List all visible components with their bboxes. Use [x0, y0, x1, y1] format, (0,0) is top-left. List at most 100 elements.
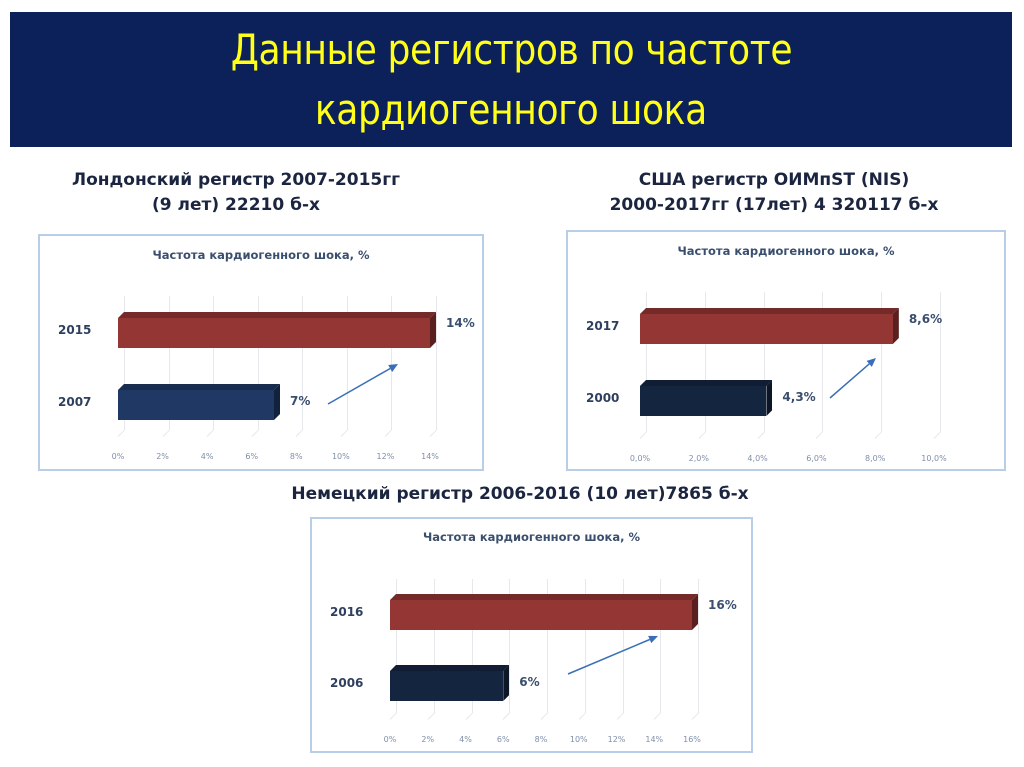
gridline-depth: [427, 712, 435, 720]
x-tick-label: 2%: [421, 735, 435, 744]
category-label: 2007: [58, 395, 92, 409]
x-tick-label: 4,0%: [747, 454, 768, 463]
chart-title: Частота кардиогенного шока, %: [677, 244, 895, 258]
gridline-depth: [429, 429, 438, 437]
category-label: 2016: [330, 605, 364, 619]
category-label: 2015: [58, 323, 92, 337]
gridline: [547, 579, 548, 713]
category-label: 2006: [330, 676, 364, 690]
gridline: [436, 296, 437, 430]
title-banner: Данные регистров по частоте кардиогенног…: [10, 12, 1012, 147]
slide-title-line-1: Данные регистров по частоте: [230, 24, 792, 74]
gridline: [433, 579, 435, 713]
bar-top-face: [118, 312, 436, 318]
bar-top-face: [390, 665, 510, 671]
x-tick-label: 16%: [683, 735, 701, 744]
bar-side-face: [274, 384, 280, 420]
x-tick-label: 4%: [200, 452, 214, 461]
gridline: [698, 579, 699, 713]
slide-title-line-2: кардиогенного шока: [315, 84, 707, 134]
gridline-depth: [639, 431, 648, 439]
bar-top-face: [118, 384, 280, 390]
bar-side-face: [766, 380, 773, 416]
bar-front-face: [640, 314, 893, 344]
value-label: 14%: [446, 316, 475, 330]
x-tick-label: 12%: [607, 735, 626, 744]
bar-front-face: [390, 671, 504, 701]
bar-top-face: [390, 594, 698, 600]
bar-2006: [390, 665, 510, 701]
gridline-depth: [206, 429, 215, 437]
value-label: 8,6%: [908, 312, 943, 326]
bar-side-face: [503, 665, 510, 701]
bar-side-face: [430, 312, 436, 348]
heading-line: США регистр ОИМпST (NIS): [638, 170, 910, 190]
gridline-depth: [816, 431, 824, 439]
gridline-depth: [698, 431, 706, 439]
gridline: [124, 296, 125, 430]
bar-2016: [390, 594, 698, 630]
value-label: 16%: [708, 598, 737, 612]
chart-title: Частота кардиогенного шока, %: [152, 248, 370, 262]
bar-2000: [640, 380, 773, 416]
x-tick-label: 6%: [245, 452, 259, 461]
x-tick-label: 8,0%: [865, 454, 886, 463]
gridline: [763, 292, 765, 432]
gridline-depth: [385, 429, 393, 437]
gridline-depth: [389, 712, 398, 720]
gridline-depth: [465, 712, 473, 720]
gridline-depth: [933, 431, 942, 439]
trend-arrow-icon: [327, 364, 398, 405]
gridline: [822, 292, 824, 432]
trend-arrow-icon: [567, 635, 658, 675]
gridline: [257, 296, 259, 430]
gridline: [584, 579, 586, 713]
gridline: [646, 292, 647, 432]
gridline: [660, 579, 662, 713]
gridline-depth: [340, 429, 348, 437]
bar-front-face: [640, 386, 767, 416]
gridline: [622, 579, 624, 713]
german-registry-heading: Немецкий регистр 2006-2016 (10 лет)7865 …: [270, 482, 770, 507]
x-tick-label: 8%: [289, 452, 303, 461]
x-tick-label: 10%: [569, 735, 588, 744]
gridline-depth: [653, 712, 662, 720]
bar-2017: [640, 308, 899, 344]
gridline: [213, 296, 215, 430]
x-tick-label: 6,0%: [806, 454, 827, 463]
heading-line: Немецкий регистр 2006-2016 (10 лет)7865 …: [291, 484, 749, 504]
bar-top-face: [640, 308, 899, 314]
gridline: [391, 296, 393, 430]
value-label: 4,3%: [782, 390, 816, 404]
heading-line: (9 лет) 22210 б-х: [152, 195, 320, 215]
x-tick-label: 8%: [534, 735, 548, 744]
usa-registry-heading: США регистр ОИМпST (NIS) 2000-2017гг (17…: [574, 168, 974, 218]
gridline-depth: [757, 431, 765, 439]
value-label: 7%: [290, 394, 311, 408]
gridline-depth: [874, 431, 883, 439]
gridline: [346, 296, 348, 430]
gridline: [509, 579, 511, 713]
gridline: [704, 292, 706, 432]
x-tick-label: 2%: [156, 452, 169, 461]
x-tick-label: 0%: [111, 452, 125, 461]
bar-2015: [118, 312, 436, 348]
x-tick-label: 0%: [383, 735, 397, 744]
x-tick-label: 12%: [376, 452, 395, 461]
gridline: [302, 296, 304, 430]
bar-front-face: [118, 318, 430, 348]
usa-chart: Частота кардиогенного шока, % 0,0% 2,0% 4,0…: [566, 230, 1006, 471]
gridline-depth: [162, 429, 170, 437]
london-chart: Частота кардиогенного шока, % 0% 2% 4% 6% 8% 1…: [38, 234, 484, 471]
x-tick-label: 14%: [645, 735, 664, 744]
x-tick-label: 10,0%: [921, 454, 947, 463]
heading-line: Лондонский регистр 2007-2015гг: [71, 170, 400, 190]
gridline-depth: [295, 429, 304, 437]
trend-arrow-icon: [829, 358, 876, 399]
german-chart: Частота кардиогенного шока, % 0% 2% 4% 6% 8% 1…: [310, 517, 753, 753]
category-label: 2000: [586, 391, 620, 405]
gridline-depth: [251, 429, 259, 437]
bar-front-face: [118, 390, 274, 420]
gridline-depth: [540, 712, 549, 720]
value-label: 6%: [519, 675, 540, 689]
